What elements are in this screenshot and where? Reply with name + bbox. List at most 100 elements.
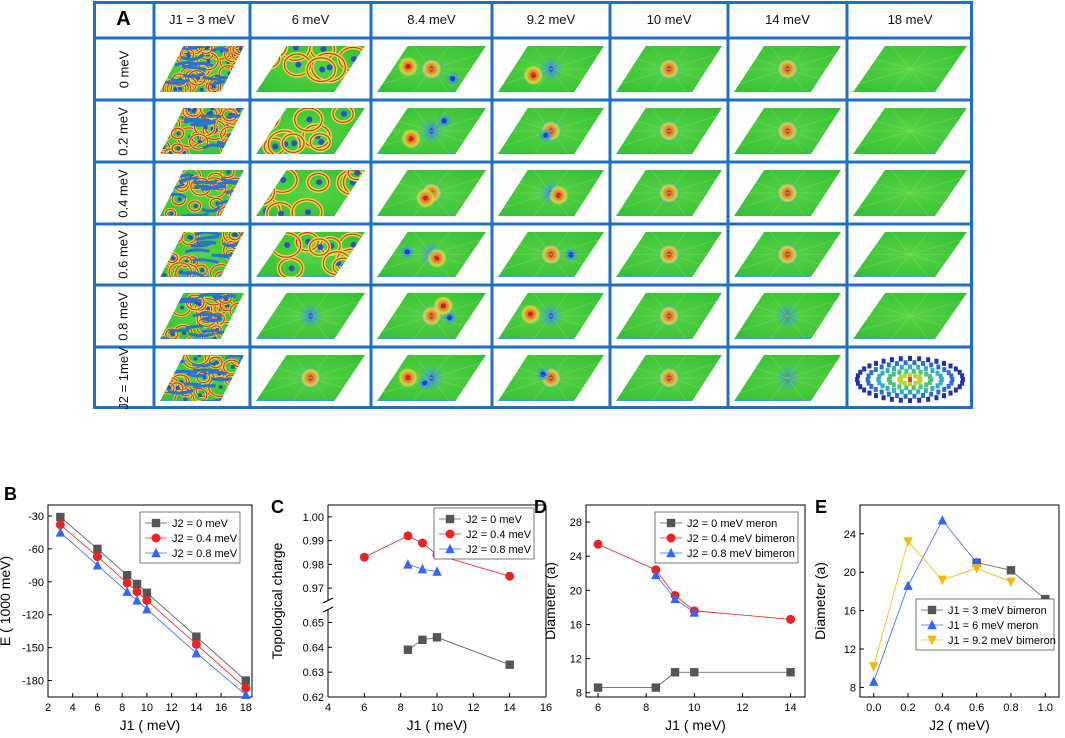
y-tick-label: 12 xyxy=(570,654,582,666)
spin-arrow xyxy=(934,395,939,401)
spin-arrow xyxy=(957,369,962,375)
legend-entry: J2 = 0 meV xyxy=(172,518,229,530)
legend-marker xyxy=(151,547,161,558)
legend-box xyxy=(915,598,1055,651)
y-axis-label: E ( 1000 meV) xyxy=(0,556,13,646)
plot-frame xyxy=(859,504,1060,698)
spin-arrow xyxy=(913,380,918,386)
spin-arrow xyxy=(881,395,886,401)
spin-arrow xyxy=(888,379,893,385)
data-point xyxy=(192,632,201,641)
spin-arrow xyxy=(908,398,912,404)
data-point xyxy=(417,563,428,574)
spin-arrow xyxy=(923,387,928,393)
spin-arrow xyxy=(858,369,863,375)
spin-arrow xyxy=(855,373,860,379)
panel-letter-e: E xyxy=(815,497,828,517)
spin-arrow xyxy=(888,374,893,380)
spin-arrow xyxy=(938,373,943,379)
x-tick-label: 14 xyxy=(784,702,796,714)
data-point xyxy=(971,564,982,574)
data-point xyxy=(403,531,413,541)
legend-entry: J2 = 0.8 meV bimeron xyxy=(687,548,795,560)
spin-arrow xyxy=(917,397,922,403)
data-point xyxy=(593,683,603,692)
legend-entry: J2 = 0.4 meV xyxy=(172,533,238,545)
data-point xyxy=(432,566,442,576)
simulation-cell xyxy=(734,355,841,401)
spin-arrow xyxy=(894,360,899,366)
spin-arrow xyxy=(877,380,882,386)
legend-entry: J1 = 3 meV bimeron xyxy=(948,605,1047,617)
spin-arrow xyxy=(934,358,939,364)
column-header: 18 meV xyxy=(847,1,973,38)
data-point xyxy=(786,614,796,624)
data-point xyxy=(132,587,142,597)
spin-arrow xyxy=(889,396,894,402)
spin-arrow xyxy=(946,370,951,376)
spin-arrow xyxy=(898,356,903,362)
spin-arrow xyxy=(908,377,912,382)
spin-texture-illustration xyxy=(854,355,966,404)
spin-arrow xyxy=(873,360,878,366)
spin-arrow xyxy=(880,383,885,389)
spin-arrow xyxy=(897,384,902,390)
spin-arrow xyxy=(917,374,922,380)
spin-arrow xyxy=(899,364,904,370)
column-header-label: 18 meV xyxy=(887,12,933,27)
data-point xyxy=(92,560,103,570)
x-tick-label: 6 xyxy=(595,702,601,714)
spin-arrow xyxy=(908,389,912,395)
spin-arrow xyxy=(898,397,903,403)
spin-arrow xyxy=(869,383,874,389)
spin-arrow xyxy=(916,364,921,370)
simulation-cell xyxy=(498,355,604,401)
spin-arrow xyxy=(908,381,912,387)
panel-letter-b: B xyxy=(4,484,17,504)
data-point xyxy=(670,668,680,677)
y-tick-label: 28 xyxy=(570,517,582,529)
legend-marker xyxy=(445,514,455,524)
y-tick-label: 0.98 xyxy=(303,559,324,571)
spin-arrow xyxy=(942,367,947,373)
simulation-cell xyxy=(160,108,244,154)
series-line xyxy=(873,519,977,682)
legend-marker xyxy=(927,635,937,646)
spin-arrow xyxy=(949,380,954,386)
x-tick-label: 1.0 xyxy=(1038,702,1053,714)
y-axis-label: Diameter (a) xyxy=(812,562,828,640)
data-point xyxy=(359,552,369,562)
simulation-cell xyxy=(160,232,244,277)
x-tick-label: 16 xyxy=(540,702,552,714)
x-tick-label: 18 xyxy=(240,702,252,714)
spin-arrow xyxy=(869,370,874,376)
spin-arrow xyxy=(950,377,955,382)
y-axis-label: Topological charge xyxy=(269,542,285,659)
simulation-cell xyxy=(498,293,604,339)
x-tick-label: 4 xyxy=(325,702,331,714)
row-header-label: J2 = 1meV xyxy=(116,346,132,410)
x-tick-label: 12 xyxy=(736,702,748,714)
simulation-cell xyxy=(853,170,967,216)
legend-marker xyxy=(666,518,676,528)
x-axis-label: J2 ( meV) xyxy=(929,717,990,733)
simulation-cell xyxy=(616,46,722,92)
data-point xyxy=(1006,577,1016,587)
x-axis-label: J1 ( meV) xyxy=(407,717,468,733)
data-point xyxy=(505,571,515,581)
data-point xyxy=(403,559,413,569)
legend-marker xyxy=(666,533,676,543)
spin-arrow xyxy=(926,396,931,402)
data-point xyxy=(869,676,879,686)
data-point xyxy=(670,593,680,604)
spin-arrow xyxy=(926,357,931,363)
spin-arrow xyxy=(942,393,947,399)
spin-arrow xyxy=(858,384,863,390)
simulation-cell xyxy=(256,170,365,216)
y-tick-label: 8 xyxy=(576,688,582,700)
column-header: 6 meV xyxy=(250,1,371,38)
y-tick-label: 16 xyxy=(570,619,582,631)
data-point xyxy=(690,668,699,677)
legend-entry: J2 = 0 meV xyxy=(466,514,523,526)
x-tick-label: 0.2 xyxy=(900,702,915,714)
